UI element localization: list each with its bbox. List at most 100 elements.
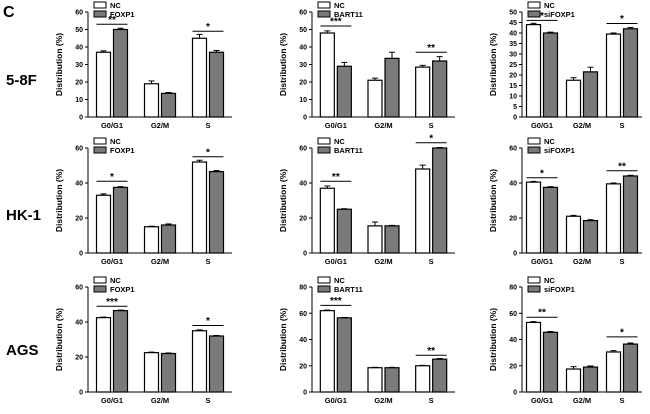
x-tick-label: G2/M	[573, 396, 591, 405]
bar-foxp1-g2m	[160, 92, 177, 118]
chart-panel-0: 0 10 20 30 40 50 60 Distribution (%) G0/G1 G2/M S *…	[54, 1, 232, 130]
legend-label-sifoxp1: siFOXP1	[544, 285, 575, 294]
y-tick-label: 60	[299, 311, 307, 318]
bar-foxp1-s	[208, 51, 225, 118]
bar-bart11-g0g1	[336, 65, 352, 118]
legend-swatch-nc	[527, 1, 541, 9]
y-tick-label: 20	[299, 80, 307, 87]
legend-label-nc: NC	[110, 276, 121, 285]
y-tick-label: 10	[75, 97, 83, 104]
bar-nc-g2m	[367, 367, 383, 393]
y-tick-label: 40	[509, 31, 517, 38]
y-tick-label: 60	[299, 146, 307, 153]
y-tick-label: 60	[509, 146, 517, 153]
y-tick-label: 0	[303, 390, 307, 397]
y-axis-label: Distribution (%)	[54, 169, 64, 232]
bar-nc-g0g1	[95, 51, 112, 118]
x-tick-label: G2/M	[151, 257, 169, 266]
significance-label: *	[620, 14, 624, 25]
bar-foxp1-g0g1	[112, 310, 129, 393]
y-axis-label: Distribution (%)	[488, 308, 498, 371]
significance-label: ***	[106, 297, 118, 308]
bar-bart11-s	[432, 147, 448, 254]
bar-bart11-g0g1	[336, 208, 352, 254]
bar-foxp1-s	[208, 171, 225, 254]
x-tick-label: G0/G1	[531, 257, 553, 266]
y-tick-label: 20	[75, 216, 83, 223]
bar-sifoxp1-s	[622, 175, 639, 254]
y-tick-label: 0	[513, 115, 517, 122]
legend-swatch-foxp1	[93, 285, 107, 293]
bar-nc-s	[415, 66, 431, 118]
y-tick-label: 20	[299, 216, 307, 223]
bar-nc-g0g1	[95, 317, 112, 393]
significance-label: *	[620, 327, 624, 338]
bar-bart11-g2m	[384, 367, 400, 393]
row-label-ags: AGS	[6, 342, 39, 359]
significance-label: **	[427, 346, 435, 357]
bar-sifoxp1-g2m	[582, 71, 599, 118]
bar-nc-g0g1	[319, 187, 335, 254]
legend-label-nc: NC	[334, 1, 345, 10]
y-tick-label: 20	[75, 80, 83, 87]
x-tick-label: S	[619, 121, 624, 130]
x-tick-label: G0/G1	[325, 121, 347, 130]
legend-label-nc: NC	[334, 276, 345, 285]
legend-label-nc: NC	[110, 137, 121, 146]
y-tick-label: 30	[75, 62, 83, 69]
bar-sifoxp1-g2m	[582, 220, 599, 254]
y-tick-label: 30	[299, 62, 307, 69]
legend-swatch-nc	[93, 1, 107, 9]
bar-foxp1-g0g1	[112, 186, 129, 254]
y-axis-label: Distribution (%)	[278, 308, 288, 371]
x-tick-label: G2/M	[573, 257, 591, 266]
x-tick-label: S	[619, 257, 624, 266]
y-tick-label: 60	[75, 146, 83, 153]
y-tick-label: 10	[299, 97, 307, 104]
x-tick-label: S	[429, 121, 434, 130]
y-tick-label: 20	[509, 363, 517, 370]
bar-nc-g0g1	[95, 194, 112, 254]
y-tick-label: 40	[509, 181, 517, 188]
bar-bart11-g2m	[384, 225, 400, 254]
y-tick-label: 50	[299, 27, 307, 34]
legend-swatch-bart11	[317, 285, 331, 293]
x-tick-label: S	[429, 257, 434, 266]
y-tick-label: 50	[75, 27, 83, 34]
y-tick-label: 45	[509, 20, 517, 27]
x-tick-label: G0/G1	[531, 396, 553, 405]
legend-label-nc: NC	[334, 137, 345, 146]
legend-swatch-bart11	[317, 10, 331, 18]
legend-label-foxp1: FOXP1	[110, 285, 135, 294]
y-axis-label: Distribution (%)	[54, 308, 64, 371]
legend-swatch-nc	[93, 276, 107, 284]
bar-nc-g2m	[143, 352, 160, 393]
chart-panel-2: 0 5 10 15 20 25 30 35 40 45 50 Distribution (%) G0/G…	[488, 1, 642, 130]
bar-sifoxp1-g0g1	[542, 331, 559, 393]
significance-label: **	[332, 172, 340, 183]
chart-grid: 0 10 20 30 40 50 60 Distribution (%) G0/G1 G2/M S *…	[54, 1, 642, 405]
significance-label: ***	[330, 296, 342, 307]
y-tick-label: 20	[299, 363, 307, 370]
chart-panel-1: 0 10 20 30 40 50 60 Distribution (%) G0/G1 G2/M S *…	[278, 1, 455, 130]
legend-label-sifoxp1: siFOXP1	[544, 10, 575, 19]
y-tick-label: 40	[299, 181, 307, 188]
y-tick-label: 40	[75, 181, 83, 188]
y-axis-label: Distribution (%)	[278, 169, 288, 232]
x-tick-label: G2/M	[573, 121, 591, 130]
x-tick-label: G0/G1	[101, 121, 123, 130]
x-tick-label: S	[205, 257, 210, 266]
bar-nc-g2m	[367, 79, 383, 118]
x-tick-label: G2/M	[151, 121, 169, 130]
significance-label: *	[540, 11, 544, 22]
bar-bart11-s	[432, 60, 448, 118]
legend-label-sifoxp1: siFOXP1	[544, 146, 575, 155]
bar-bart11-s	[432, 358, 448, 393]
y-tick-label: 40	[75, 45, 83, 52]
y-tick-label: 80	[509, 285, 517, 292]
significance-label: *	[206, 147, 210, 158]
legend-swatch-nc	[93, 137, 107, 145]
y-tick-label: 0	[79, 251, 83, 258]
